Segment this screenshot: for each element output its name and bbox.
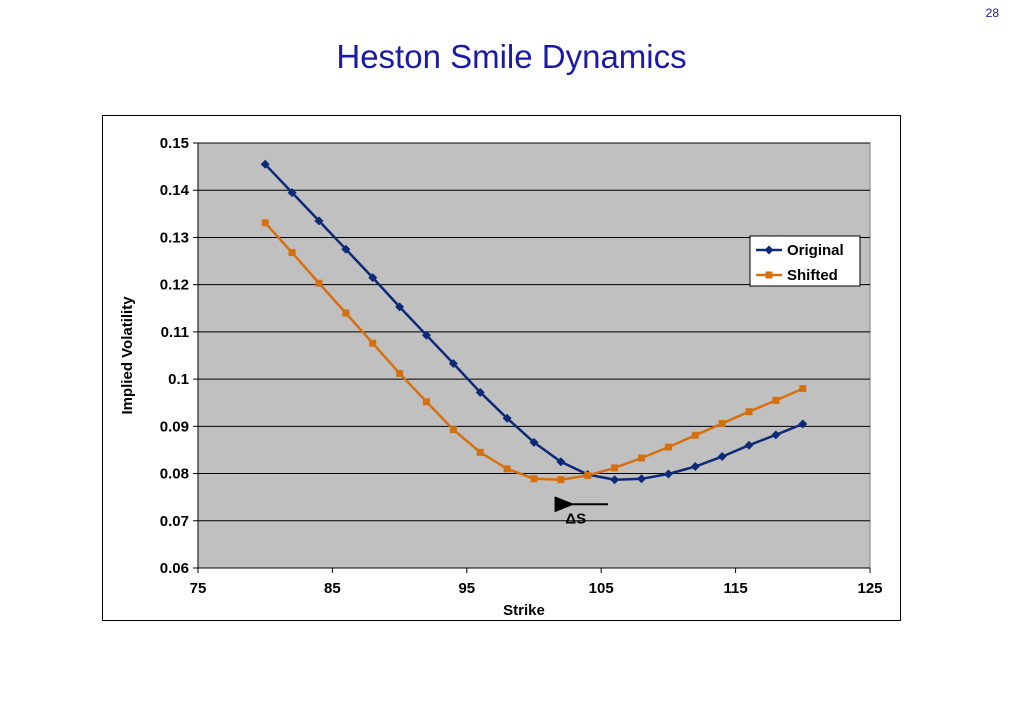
y-tick-label: 0.11 xyxy=(161,324,189,341)
legend-marker-original xyxy=(764,245,774,255)
data-point-original xyxy=(637,474,647,484)
y-tick-label: 0.13 xyxy=(160,229,189,246)
page-number: 28 xyxy=(985,6,999,20)
data-point-shifted xyxy=(664,443,672,451)
data-point-original xyxy=(287,188,297,198)
legend-label-shifted: Shifted xyxy=(787,267,838,284)
line-chart: 0.06 0.07 0.08 0.09 0.1 0.11 0.12 0.13 0.14 0.15 7… xyxy=(119,135,883,619)
data-point-original xyxy=(341,244,351,254)
data-point-original xyxy=(771,430,781,440)
data-point-shifted xyxy=(476,448,484,456)
x-tick-label: 75 xyxy=(190,580,207,597)
x-tick-label: 105 xyxy=(589,580,614,597)
data-point-shifted xyxy=(315,279,323,287)
x-tick-label: 125 xyxy=(857,580,882,597)
data-point-original xyxy=(448,359,458,369)
data-point-shifted xyxy=(638,454,646,462)
x-tick-label: 95 xyxy=(458,580,475,597)
y-tick-label: 0.09 xyxy=(160,418,189,435)
x-axis-title: Strike xyxy=(503,602,545,619)
data-point-original xyxy=(421,330,431,340)
y-tick-label: 0.15 xyxy=(160,135,189,152)
plot-area xyxy=(197,142,871,569)
y-tick-label: 0.07 xyxy=(160,513,189,530)
y-tick-label: 0.08 xyxy=(160,466,189,483)
x-tick-label: 85 xyxy=(324,580,341,597)
data-point-shifted xyxy=(396,369,404,377)
data-point-shifted xyxy=(718,420,726,427)
data-point-original xyxy=(260,159,270,169)
x-tick-label: 115 xyxy=(723,580,747,597)
data-point-shifted xyxy=(449,426,457,434)
slide-title: Heston Smile Dynamics xyxy=(336,38,687,75)
data-point-original xyxy=(744,440,754,450)
data-point-shifted xyxy=(745,408,753,416)
data-point-shifted xyxy=(530,475,538,483)
data-point-shifted xyxy=(288,249,296,257)
data-point-shifted xyxy=(503,465,511,473)
data-point-original xyxy=(663,469,673,479)
data-point-original xyxy=(502,413,512,423)
legend-label-original: Original xyxy=(787,242,844,259)
legend-marker-shifted xyxy=(765,271,773,279)
data-point-shifted xyxy=(799,385,807,393)
y-tick-label: 0.12 xyxy=(160,277,189,294)
data-point-original xyxy=(368,273,378,283)
data-point-shifted xyxy=(772,396,780,404)
shift-annotation: ΔS xyxy=(565,510,586,527)
data-point-original xyxy=(690,461,700,471)
data-point-original xyxy=(475,387,485,397)
data-point-shifted xyxy=(369,339,377,347)
data-point-shifted xyxy=(422,398,430,406)
data-point-shifted xyxy=(557,476,565,484)
data-point-shifted xyxy=(611,464,619,472)
chart-frame: 0.06 0.07 0.08 0.09 0.1 0.11 0.12 0.13 0.14 0.15 7… xyxy=(102,115,901,621)
data-point-original xyxy=(529,437,539,447)
data-point-original xyxy=(395,302,405,312)
data-point-original xyxy=(314,216,324,226)
data-point-original xyxy=(556,457,566,467)
y-axis-title: Implied Volatility xyxy=(119,296,136,415)
y-tick-label: 0.1 xyxy=(168,371,189,388)
data-point-original xyxy=(717,452,727,462)
data-point-shifted xyxy=(342,309,350,317)
data-point-original xyxy=(798,419,808,429)
data-point-shifted xyxy=(691,431,699,439)
data-point-original xyxy=(610,475,620,485)
y-tick-label: 0.06 xyxy=(160,560,189,577)
y-tick-label: 0.14 xyxy=(160,182,190,199)
data-point-shifted xyxy=(261,219,269,227)
data-point-shifted xyxy=(584,471,592,479)
